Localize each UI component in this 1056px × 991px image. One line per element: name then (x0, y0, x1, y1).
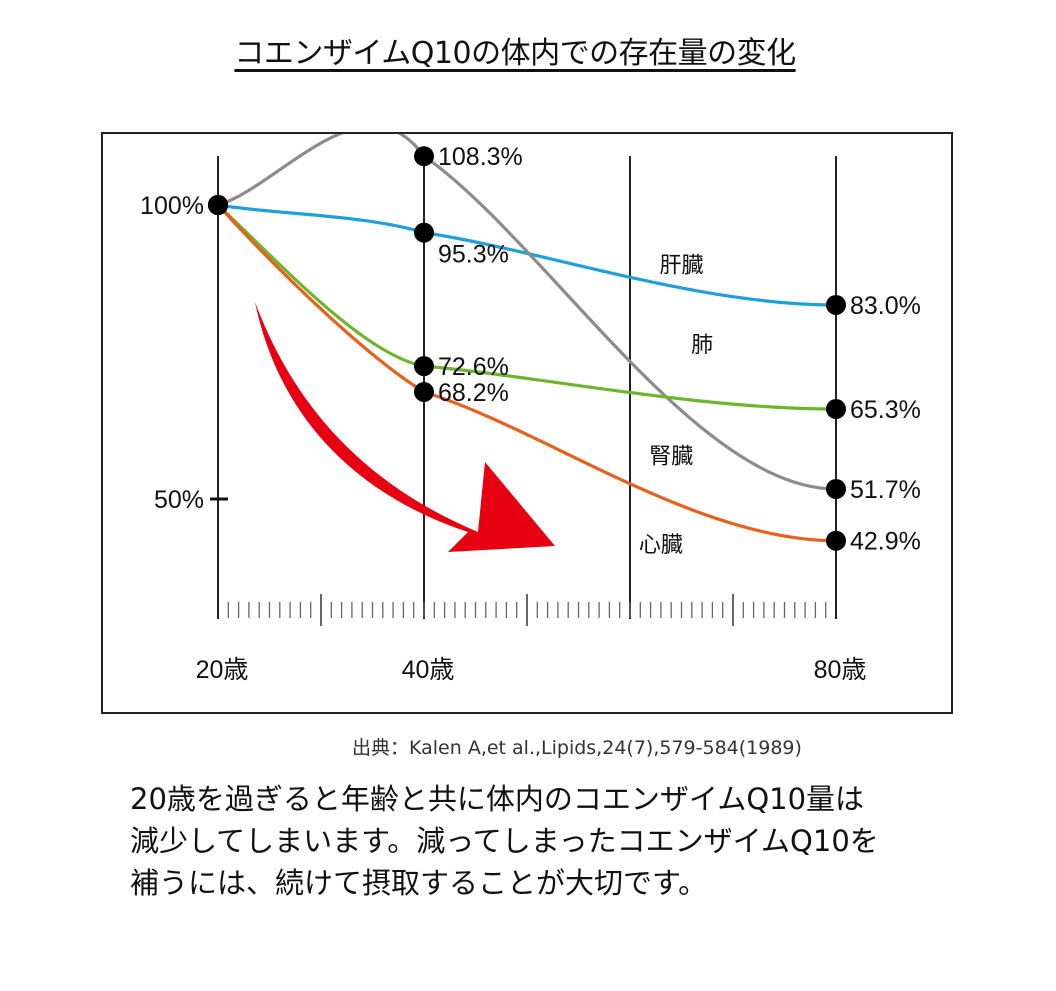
caption-line: 補うには、続けて摂取することが大切です。 (130, 866, 708, 900)
data-point (826, 399, 846, 420)
caption: 20歳を過ぎると年齢と共に体内のコエンザイムQ10量は 減少してしまいます。減っ… (130, 778, 879, 904)
data-label: 72.6% (438, 353, 509, 381)
data-label: 83.0% (850, 292, 921, 320)
data-label: 95.3% (438, 241, 509, 269)
data-point (414, 381, 434, 402)
y-tick-label: 50% (154, 486, 204, 514)
data-point (208, 195, 228, 215)
series-label: 肝臓 (659, 253, 703, 278)
chart-frame: 100% 50% 20歳 40歳 80歳 肝臓肺腎臓心臓 95.3% 83.0% 108.3% 5… (101, 132, 953, 714)
data-label: 51.7% (850, 476, 921, 504)
trend-arrow (255, 302, 555, 552)
data-point (414, 356, 434, 377)
x-tick-label: 20歳 (196, 656, 249, 684)
data-point (826, 530, 846, 551)
data-point (826, 479, 846, 500)
data-label: 68.2% (438, 379, 509, 407)
caption-line: 減少してしまいます。減ってしまったコエンザイムQ10を (130, 824, 879, 858)
series-line-心臓 (216, 203, 837, 543)
data-point (414, 222, 434, 243)
caption-line: 20歳を過ぎると年齢と共に体内のコエンザイムQ10量は (130, 782, 865, 816)
data-label: 42.9% (850, 528, 921, 556)
x-tick-label: 40歳 (402, 656, 455, 684)
y-tick-label: 100% (140, 192, 204, 220)
series-label: 心臓 (639, 532, 683, 557)
series-label: 腎臓 (649, 444, 693, 469)
data-label: 108.3% (438, 143, 523, 171)
series-line-肺 (217, 134, 837, 491)
series-line-肝臓 (217, 203, 837, 307)
series-label: 肺 (691, 332, 713, 357)
page-title: コエンザイムQ10の体内での存在量の変化 (234, 36, 796, 71)
data-point (826, 294, 846, 315)
x-tick-label: 80歳 (814, 656, 867, 684)
data-point (414, 146, 434, 167)
series-line-腎臓 (216, 203, 837, 411)
data-label: 65.3% (850, 396, 921, 424)
source-citation: 出典：Kalen A,et al.,Lipids,24(7),579-584(1… (352, 737, 802, 759)
